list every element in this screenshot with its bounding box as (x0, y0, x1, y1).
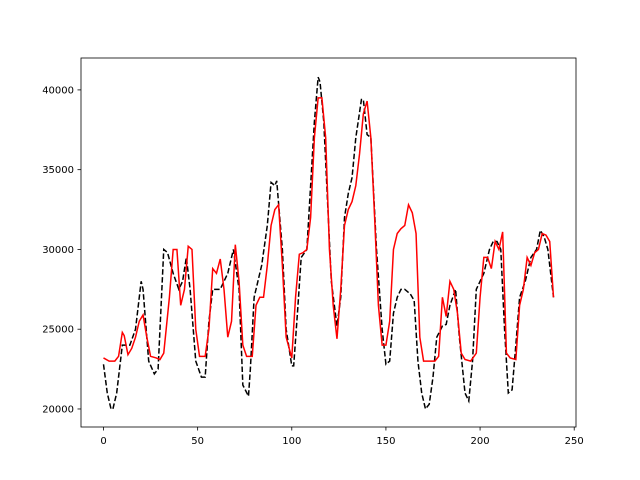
axes-frame (80, 57, 577, 428)
y-tick-label: 30000 (42, 245, 74, 256)
x-tick-label: 50 (191, 436, 204, 447)
y-tick-label: 20000 (42, 404, 74, 415)
x-tick-label: 0 (100, 436, 106, 447)
y-tick-label: 40000 (42, 85, 74, 96)
data-line (103, 97, 555, 362)
y-tick-label: 35000 (42, 165, 74, 176)
x-tick-label: 200 (471, 436, 490, 447)
y-tick-label: 25000 (42, 325, 74, 336)
x-tick-label: 150 (376, 436, 395, 447)
x-tick-label: 100 (282, 436, 301, 447)
x-tick-label: 250 (565, 436, 584, 447)
